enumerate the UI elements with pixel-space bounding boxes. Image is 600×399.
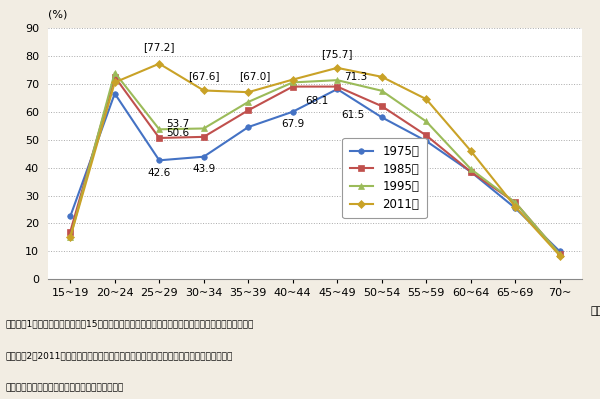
Text: 61.5: 61.5 [342, 111, 365, 120]
1975年 [200, 154, 208, 159]
2011年 [111, 80, 118, 85]
1975年 [245, 124, 252, 129]
2011年 [289, 77, 296, 82]
1975年 [111, 91, 118, 96]
2011年 [467, 148, 475, 153]
Text: （注）　1　「労働力率」とは、15歳以上人口に占める労働力人口（就業者＋完全失業者）の割合。: （注） 1 「労働力率」とは、15歳以上人口に占める労働力人口（就業者＋完全失業… [6, 319, 254, 328]
1975年 [67, 214, 74, 219]
Line: 2011年: 2011年 [67, 61, 563, 258]
1975年 [334, 87, 341, 91]
2011年 [155, 61, 163, 66]
Text: 43.9: 43.9 [192, 164, 215, 174]
2011年 [200, 88, 208, 93]
1975年 [556, 249, 563, 254]
1985年 [289, 84, 296, 89]
Text: 42.6: 42.6 [148, 168, 171, 178]
Text: 53.7: 53.7 [166, 119, 189, 129]
2011年 [67, 235, 74, 240]
1985年 [334, 84, 341, 89]
1975年 [467, 170, 475, 174]
Line: 1995年: 1995年 [67, 70, 563, 257]
Line: 1975年: 1975年 [67, 86, 563, 254]
Text: 資料）総務省「労働力調査」より国土交通省作成: 資料）総務省「労働力調査」より国土交通省作成 [6, 383, 124, 392]
1985年 [467, 170, 475, 174]
1985年 [155, 136, 163, 140]
Legend: 1975年, 1985年, 1995年, 2011年: 1975年, 1985年, 1995年, 2011年 [343, 138, 427, 218]
1985年 [512, 200, 519, 205]
Text: 71.3: 71.3 [344, 72, 367, 82]
1975年 [378, 115, 385, 120]
1995年 [378, 89, 385, 93]
Text: [67.6]: [67.6] [188, 71, 220, 81]
2011年 [422, 97, 430, 102]
Text: （歳）: （歳） [591, 306, 600, 316]
Text: 67.9: 67.9 [281, 119, 304, 129]
1995年 [334, 78, 341, 83]
1995年 [289, 80, 296, 85]
1985年 [422, 133, 430, 138]
1985年 [556, 252, 563, 257]
Text: [75.7]: [75.7] [322, 49, 353, 59]
2011年 [378, 74, 385, 79]
1975年 [289, 109, 296, 114]
1985年 [378, 104, 385, 109]
1995年 [155, 127, 163, 132]
2011年 [512, 204, 519, 209]
1995年 [556, 252, 563, 257]
1995年 [422, 119, 430, 124]
1985年 [67, 229, 74, 234]
Text: [77.2]: [77.2] [143, 41, 175, 52]
2011年 [556, 253, 563, 258]
1985年 [200, 134, 208, 139]
2011年 [245, 90, 252, 95]
1985年 [111, 74, 118, 79]
1995年 [245, 100, 252, 105]
Text: (%): (%) [48, 10, 67, 20]
Text: 2　2011年の［　］内の割合は、岩手県、宮城県及び福島県を除く全国の結果。: 2 2011年の［ ］内の割合は、岩手県、宮城県及び福島県を除く全国の結果。 [6, 351, 233, 360]
1995年 [467, 167, 475, 172]
Text: 68.1: 68.1 [305, 97, 328, 107]
Text: [67.0]: [67.0] [239, 71, 271, 81]
Line: 1985年: 1985年 [67, 74, 563, 257]
1985年 [245, 108, 252, 113]
1975年 [155, 158, 163, 163]
1975年 [512, 206, 519, 211]
2011年 [334, 65, 341, 70]
1975年 [422, 139, 430, 144]
1995年 [67, 235, 74, 240]
1995年 [111, 70, 118, 75]
1995年 [512, 200, 519, 205]
1995年 [200, 126, 208, 131]
Text: 50.6: 50.6 [166, 128, 189, 138]
